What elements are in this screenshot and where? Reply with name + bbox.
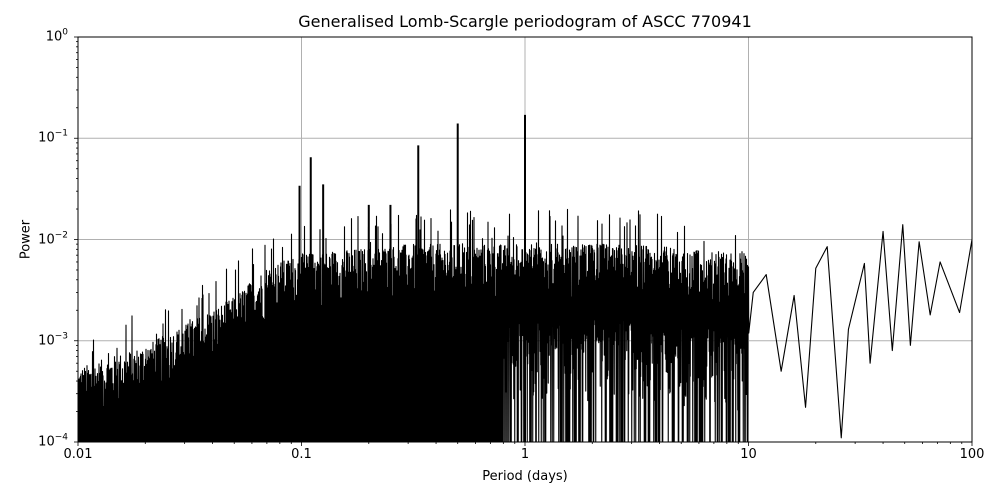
- y-tick-label: 10−1: [38, 128, 68, 146]
- y-tick-label: 100: [45, 27, 68, 45]
- axis-ticks: [74, 36, 973, 446]
- x-tick-label: 10: [740, 447, 757, 462]
- x-tick-label: 0.1: [291, 447, 312, 462]
- power-series: [78, 114, 972, 442]
- y-tick-label: 10−3: [38, 331, 68, 349]
- x-axis-label: Period (days): [482, 469, 568, 484]
- y-tick-label: 10−4: [38, 432, 68, 450]
- x-tick-label: 0.01: [63, 447, 93, 462]
- y-tick-label: 10−2: [38, 230, 68, 248]
- x-tick-label: 1: [520, 447, 530, 462]
- chart-title: Generalised Lomb-Scargle periodogram of …: [298, 12, 752, 31]
- x-tick-label: 100: [959, 447, 985, 462]
